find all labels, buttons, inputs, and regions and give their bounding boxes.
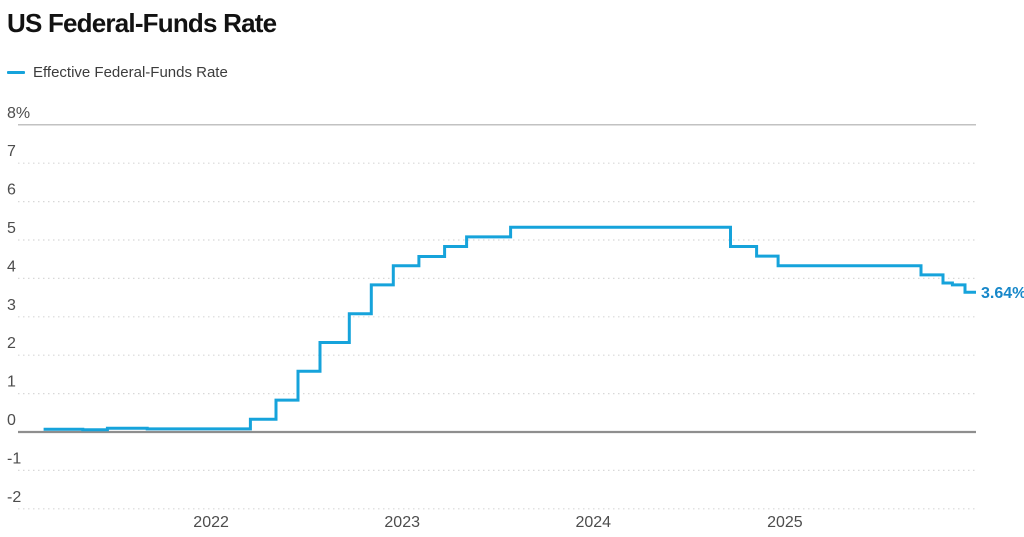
y-axis-label--1: -1 [7,450,21,467]
y-axis-label--2: -2 [7,489,21,506]
chart-title: US Federal-Funds Rate [7,8,277,38]
chart-legend: Effective Federal-Funds Rate [7,64,228,81]
y-axis-label-7: 7 [7,143,16,160]
y-axis-label-2: 2 [7,335,16,352]
legend-line-swatch [7,71,25,74]
effective-rate-line [43,225,976,432]
y-axis-label-1: 1 [7,374,16,391]
x-axis-label-2025: 2025 [767,514,803,531]
y-axis-label-3: 3 [7,297,16,314]
y-axis-label-0: 0 [7,412,16,429]
y-axis-label-4: 4 [7,258,16,275]
y-axis-label-6: 6 [7,182,16,199]
current-rate-label: 3.64% [981,285,1024,302]
x-axis-label-2024: 2024 [575,514,611,531]
y-axis-label-5: 5 [7,220,16,237]
x-axis-label-2022: 2022 [193,514,229,531]
legend-label: Effective Federal-Funds Rate [33,64,228,81]
y-axis-label-8%: 8% [7,105,30,122]
x-axis-label-2023: 2023 [384,514,420,531]
